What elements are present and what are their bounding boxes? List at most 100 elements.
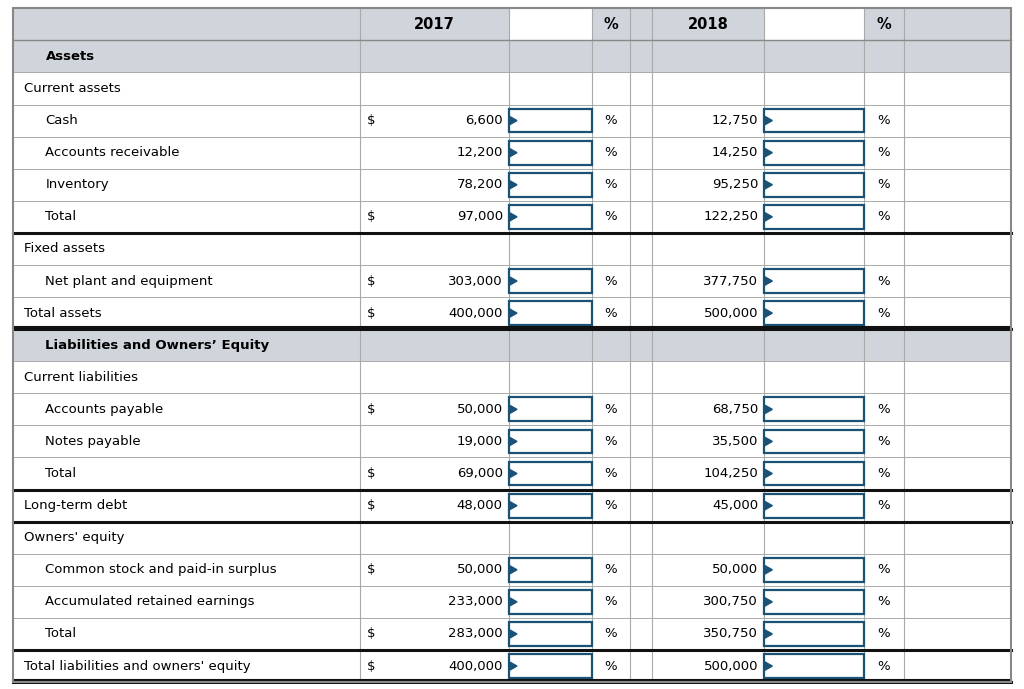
Text: 6,600: 6,600: [465, 114, 503, 127]
Text: %: %: [604, 403, 617, 416]
Bar: [764, 8, 864, 41]
Text: 233,000: 233,000: [449, 595, 503, 608]
Text: 50,000: 50,000: [712, 564, 758, 576]
Text: 2017: 2017: [415, 17, 455, 32]
Polygon shape: [509, 148, 517, 157]
Polygon shape: [764, 501, 772, 510]
Text: 350,750: 350,750: [703, 628, 758, 641]
Text: 14,250: 14,250: [712, 146, 758, 159]
Text: Total: Total: [45, 210, 77, 223]
Text: %: %: [878, 210, 890, 223]
Text: 50,000: 50,000: [457, 403, 503, 416]
Text: Notes payable: Notes payable: [45, 435, 141, 448]
Text: 48,000: 48,000: [457, 499, 503, 512]
Bar: [509, 8, 592, 41]
Polygon shape: [764, 309, 772, 318]
Polygon shape: [764, 630, 772, 639]
Text: Total: Total: [45, 467, 77, 480]
Text: 95,250: 95,250: [712, 178, 758, 192]
Text: %: %: [603, 17, 618, 32]
Text: $: $: [367, 659, 375, 672]
Text: %: %: [604, 146, 617, 159]
Text: 12,200: 12,200: [457, 146, 503, 159]
Text: 2018: 2018: [687, 17, 728, 32]
Bar: [13, 425, 1011, 457]
Bar: [13, 169, 1011, 200]
Text: %: %: [604, 564, 617, 576]
Bar: [13, 200, 1011, 233]
Text: $: $: [367, 307, 375, 320]
Bar: [13, 586, 1011, 618]
Text: $: $: [367, 564, 375, 576]
Text: %: %: [878, 595, 890, 608]
Text: 283,000: 283,000: [449, 628, 503, 641]
Bar: [764, 462, 864, 486]
Bar: [764, 622, 864, 646]
Text: %: %: [604, 435, 617, 448]
Text: $: $: [367, 467, 375, 480]
Bar: [509, 654, 592, 678]
Text: 122,250: 122,250: [703, 210, 758, 223]
Polygon shape: [764, 212, 772, 221]
Text: 500,000: 500,000: [703, 659, 758, 672]
Text: 300,750: 300,750: [703, 595, 758, 608]
Bar: [509, 269, 592, 293]
Text: $: $: [367, 628, 375, 641]
Bar: [509, 205, 592, 229]
Text: Fixed assets: Fixed assets: [24, 243, 104, 256]
Text: 377,750: 377,750: [703, 274, 758, 287]
Text: $: $: [367, 274, 375, 287]
Polygon shape: [764, 405, 772, 414]
Text: Current assets: Current assets: [24, 82, 120, 95]
Polygon shape: [764, 276, 772, 285]
Polygon shape: [509, 181, 517, 189]
Polygon shape: [509, 309, 517, 318]
Text: %: %: [604, 659, 617, 672]
Text: %: %: [604, 628, 617, 641]
Text: %: %: [878, 659, 890, 672]
Bar: [13, 490, 1011, 522]
Bar: [13, 265, 1011, 297]
Text: %: %: [877, 17, 892, 32]
Bar: [509, 590, 592, 614]
Text: 78,200: 78,200: [457, 178, 503, 192]
Polygon shape: [509, 437, 517, 446]
Text: Accounts receivable: Accounts receivable: [45, 146, 180, 159]
Polygon shape: [509, 212, 517, 221]
Polygon shape: [509, 630, 517, 639]
Text: Cash: Cash: [45, 114, 78, 127]
Bar: [509, 462, 592, 486]
Polygon shape: [509, 597, 517, 606]
Text: %: %: [878, 564, 890, 576]
Text: %: %: [878, 178, 890, 192]
Bar: [764, 654, 864, 678]
Bar: [509, 494, 592, 517]
Polygon shape: [764, 565, 772, 575]
Text: Accounts payable: Accounts payable: [45, 403, 164, 416]
Text: %: %: [604, 595, 617, 608]
Text: %: %: [878, 114, 890, 127]
Text: %: %: [878, 467, 890, 480]
Bar: [13, 105, 1011, 136]
Bar: [509, 558, 592, 582]
Polygon shape: [509, 469, 517, 478]
Text: %: %: [878, 307, 890, 320]
Text: Assets: Assets: [45, 50, 94, 63]
Text: Total assets: Total assets: [24, 307, 101, 320]
Text: $: $: [367, 403, 375, 416]
Text: 500,000: 500,000: [703, 307, 758, 320]
Bar: [764, 558, 864, 582]
Text: 97,000: 97,000: [457, 210, 503, 223]
Text: Current liabilities: Current liabilities: [24, 371, 137, 384]
Text: %: %: [604, 114, 617, 127]
Bar: [509, 109, 592, 132]
Bar: [13, 233, 1011, 265]
Polygon shape: [764, 437, 772, 446]
Bar: [13, 329, 1011, 361]
Bar: [509, 301, 592, 325]
Bar: [764, 398, 864, 421]
Text: 35,500: 35,500: [712, 435, 758, 448]
Text: 50,000: 50,000: [457, 564, 503, 576]
Text: Liabilities and Owners’ Equity: Liabilities and Owners’ Equity: [45, 339, 269, 351]
Bar: [764, 141, 864, 165]
